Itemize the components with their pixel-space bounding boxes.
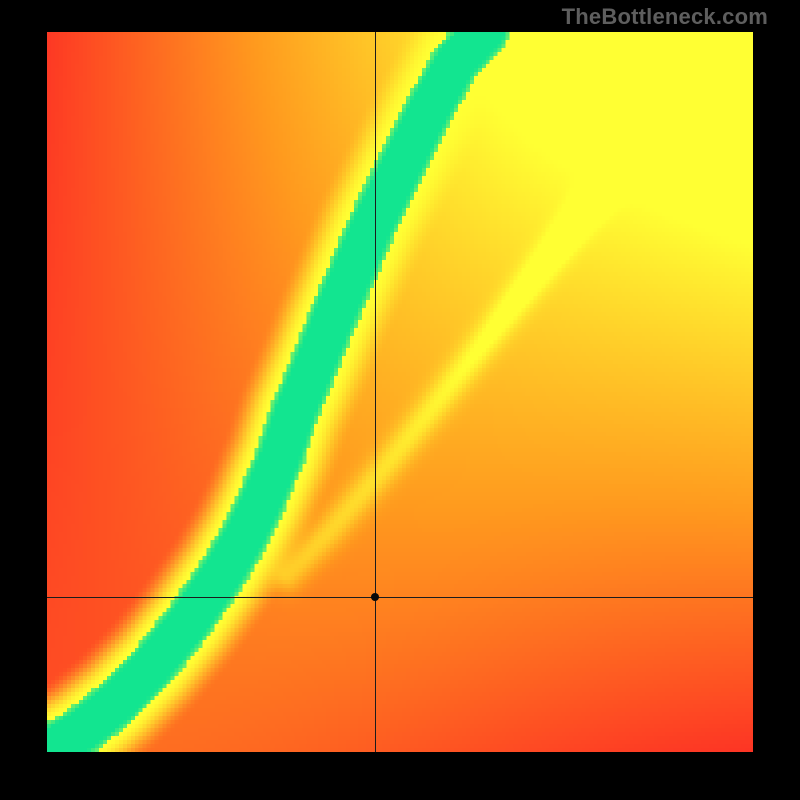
crosshair-dot	[371, 593, 379, 601]
watermark-text: TheBottleneck.com	[562, 4, 768, 30]
crosshair-horizontal	[47, 597, 753, 598]
frame: TheBottleneck.com	[0, 0, 800, 800]
heatmap-canvas	[47, 32, 753, 752]
crosshair-vertical	[375, 32, 376, 752]
